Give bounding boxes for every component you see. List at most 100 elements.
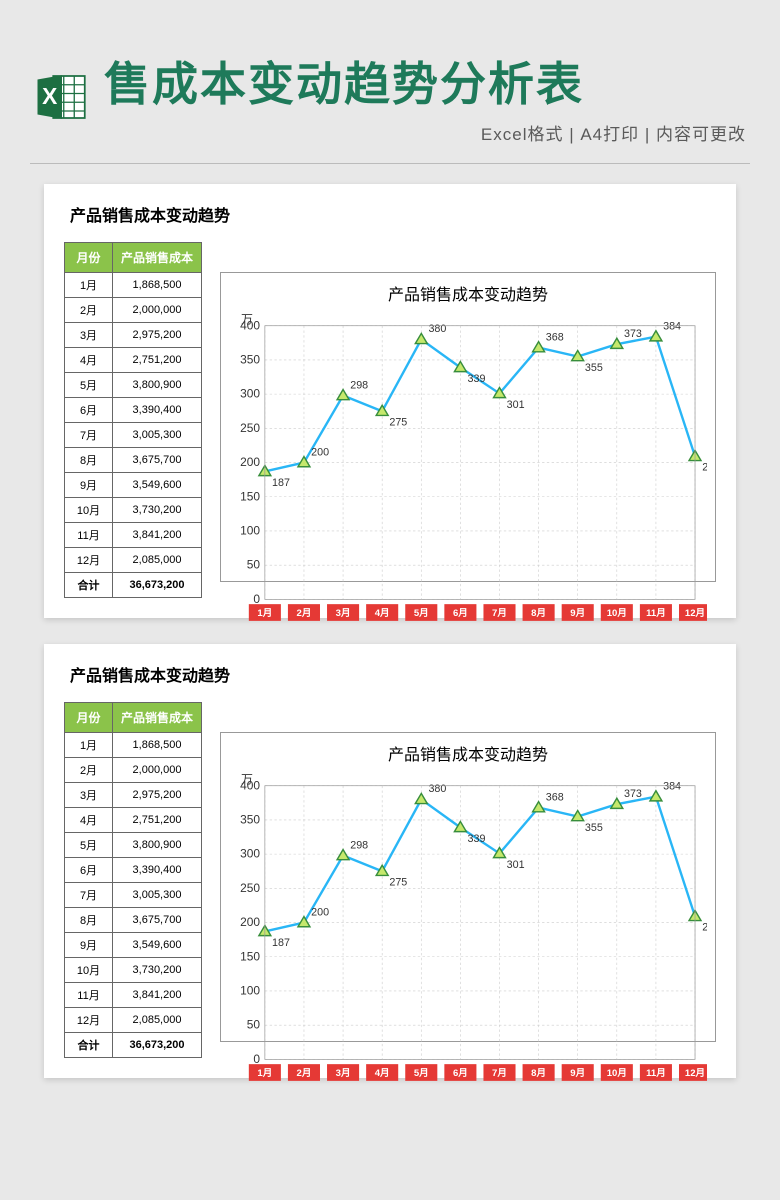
svg-text:250: 250 [240, 881, 260, 895]
svg-text:350: 350 [240, 353, 260, 367]
table-row: 2月2,000,000 [65, 298, 202, 323]
table-cell: 3,390,400 [113, 398, 202, 423]
table-cell: 5月 [65, 373, 113, 398]
table-row: 8月3,675,700 [65, 448, 202, 473]
data-label: 373 [624, 788, 642, 800]
svg-text:100: 100 [240, 524, 260, 538]
table-cell: 12月 [65, 548, 113, 573]
table-cell: 3,005,300 [113, 883, 202, 908]
table-cell: 8月 [65, 908, 113, 933]
table-header-cell: 产品销售成本 [113, 243, 202, 273]
table-cell: 2月 [65, 298, 113, 323]
table-row: 6月3,390,400 [65, 398, 202, 423]
svg-text:150: 150 [240, 949, 260, 963]
chart-title: 产品销售成本变动趋势 [229, 741, 707, 765]
svg-text:2月: 2月 [297, 1068, 312, 1079]
data-marker [533, 802, 545, 812]
table-cell: 4月 [65, 348, 113, 373]
data-label: 384 [663, 781, 681, 793]
table-cell: 3,730,200 [113, 498, 202, 523]
page-title: 售成本变动趋势分析表 [104, 48, 746, 114]
table-cell: 2,000,000 [113, 298, 202, 323]
table-row: 3月2,975,200 [65, 783, 202, 808]
data-marker [415, 793, 427, 803]
data-marker [337, 850, 349, 860]
table-cell: 1,868,500 [113, 733, 202, 758]
data-label: 380 [428, 783, 446, 795]
table-cell: 5月 [65, 833, 113, 858]
svg-text:11月: 11月 [646, 1068, 666, 1079]
data-label: 355 [585, 822, 603, 834]
chart-title: 产品销售成本变动趋势 [229, 281, 707, 305]
table-cell: 4月 [65, 808, 113, 833]
table-row: 11月3,841,200 [65, 983, 202, 1008]
table-cell: 3,841,200 [113, 983, 202, 1008]
table-row: 9月3,549,600 [65, 933, 202, 958]
table-cell: 3,800,900 [113, 833, 202, 858]
svg-text:7月: 7月 [492, 608, 507, 619]
svg-text:50: 50 [247, 1018, 261, 1032]
table-cell: 3,730,200 [113, 958, 202, 983]
svg-text:3月: 3月 [336, 608, 351, 619]
chart-container: 产品销售成本变动趋势万0501001502002503003504001月2月3… [220, 272, 716, 582]
svg-text:12月: 12月 [685, 608, 705, 619]
table-cell: 1,868,500 [113, 273, 202, 298]
svg-text:400: 400 [240, 318, 260, 332]
table-header-cell: 产品销售成本 [113, 703, 202, 733]
svg-text:5月: 5月 [414, 1068, 429, 1079]
trend-chart: 万0501001502002503003504001月2月3月4月5月6月7月8… [229, 769, 707, 1086]
table-row: 1月1,868,500 [65, 733, 202, 758]
table-row: 1月1,868,500 [65, 273, 202, 298]
svg-text:200: 200 [240, 915, 260, 929]
data-label: 339 [468, 833, 486, 845]
table-row: 6月3,390,400 [65, 858, 202, 883]
svg-text:9月: 9月 [570, 608, 585, 619]
table-row: 12月2,085,000 [65, 1008, 202, 1033]
table-cell: 1月 [65, 733, 113, 758]
table-row: 4月2,751,200 [65, 348, 202, 373]
svg-text:9月: 9月 [570, 1068, 585, 1079]
table-cell: 10月 [65, 498, 113, 523]
cost-table: 月份产品销售成本1月1,868,5002月2,000,0003月2,975,20… [64, 242, 202, 598]
svg-text:300: 300 [240, 847, 260, 861]
table-cell: 7月 [65, 423, 113, 448]
table-cell: 11月 [65, 523, 113, 548]
table-row: 3月2,975,200 [65, 323, 202, 348]
svg-text:50: 50 [247, 558, 261, 572]
table-cell: 2,975,200 [113, 323, 202, 348]
table-cell: 6月 [65, 398, 113, 423]
svg-text:0: 0 [253, 1052, 260, 1066]
table-row: 12月2,085,000 [65, 548, 202, 573]
svg-text:150: 150 [240, 489, 260, 503]
table-header-cell: 月份 [65, 703, 113, 733]
data-label: 368 [546, 791, 564, 803]
page-subtitle: Excel格式 | A4打印 | 内容可更改 [104, 120, 746, 145]
table-cell: 2,085,000 [113, 548, 202, 573]
excel-icon: X [34, 69, 90, 125]
table-total-row: 合计36,673,200 [65, 573, 202, 598]
data-label: 384 [663, 321, 681, 333]
svg-text:1月: 1月 [257, 1068, 272, 1079]
cost-table: 月份产品销售成本1月1,868,5002月2,000,0003月2,975,20… [64, 702, 202, 1058]
panel-title: 产品销售成本变动趋势 [70, 662, 716, 686]
svg-text:10月: 10月 [607, 1068, 627, 1079]
data-marker [298, 457, 310, 467]
data-marker [415, 333, 427, 343]
table-cell: 3,675,700 [113, 908, 202, 933]
table-cell: 7月 [65, 883, 113, 908]
data-label: 339 [468, 373, 486, 385]
table-cell: 1月 [65, 273, 113, 298]
svg-text:100: 100 [240, 984, 260, 998]
data-label: 275 [389, 877, 407, 889]
table-cell: 11月 [65, 983, 113, 1008]
table-cell: 36,673,200 [113, 573, 202, 598]
table-row: 8月3,675,700 [65, 908, 202, 933]
svg-text:250: 250 [240, 421, 260, 435]
svg-text:4月: 4月 [375, 1068, 390, 1079]
panel-body: 月份产品销售成本1月1,868,5002月2,000,0003月2,975,20… [64, 242, 716, 598]
table-cell: 12月 [65, 1008, 113, 1033]
trend-line [265, 797, 695, 932]
table-total-row: 合计36,673,200 [65, 1033, 202, 1058]
data-label: 298 [350, 379, 368, 391]
table-cell: 2,751,200 [113, 808, 202, 833]
